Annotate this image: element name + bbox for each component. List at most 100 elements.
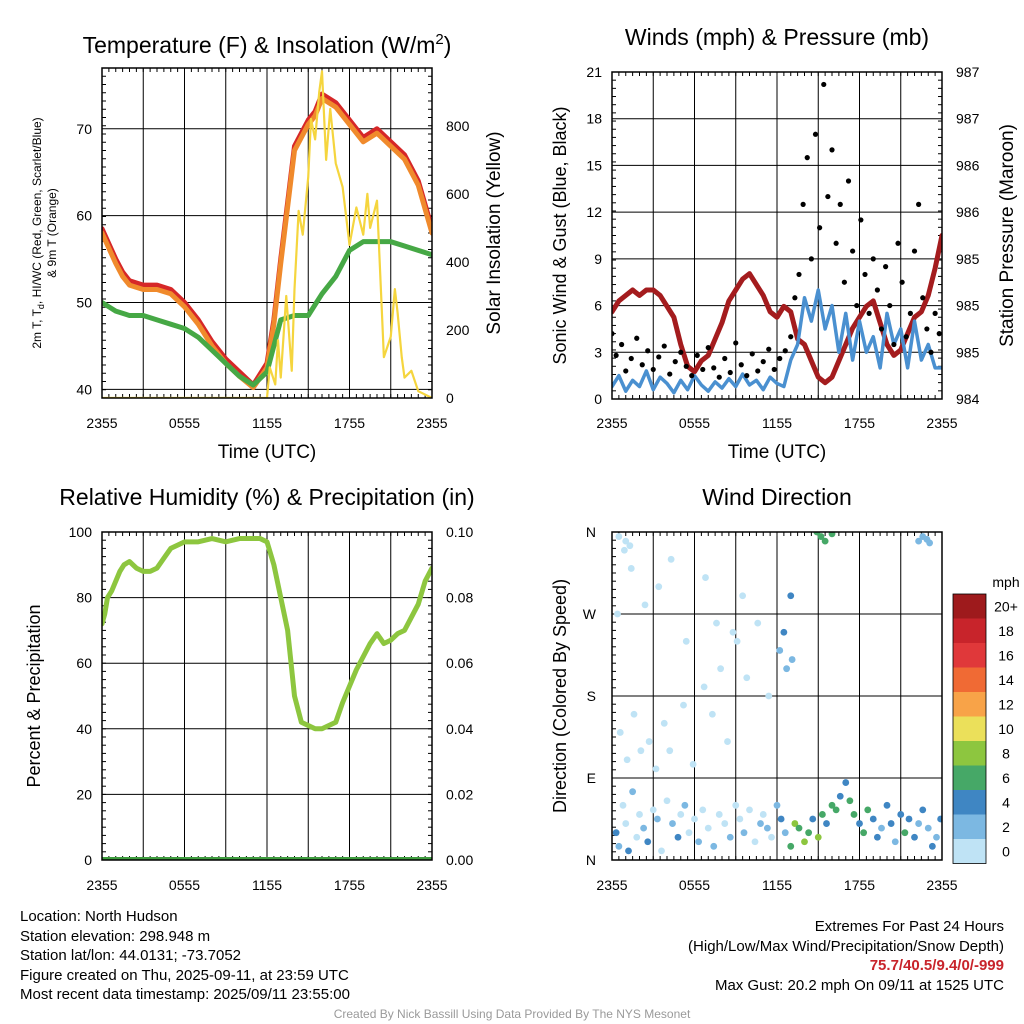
wind-direction-point xyxy=(702,574,709,581)
x-axis-label: Time (UTC) xyxy=(728,442,827,463)
wind-direction-point xyxy=(641,601,649,609)
gust-point xyxy=(920,295,926,301)
wind-direction-point xyxy=(832,806,840,814)
y-tick-label: 6 xyxy=(594,298,602,314)
wind-direction-point xyxy=(905,815,913,823)
wind-direction-point xyxy=(776,647,784,654)
gust-point xyxy=(903,334,909,340)
wind-direction-point xyxy=(691,815,698,823)
wind-direction-point xyxy=(777,815,785,823)
y-tick-label: S xyxy=(587,688,596,704)
chart-title: Winds (mph) & Pressure (mb) xyxy=(625,24,929,50)
gust-point xyxy=(850,248,856,254)
wind-direction-point xyxy=(655,583,663,591)
gust-point xyxy=(619,341,625,348)
gust-point xyxy=(812,131,819,137)
station-info: Location: North Hudson Station elevation… xyxy=(20,907,350,1005)
y-tick-label: 40 xyxy=(76,381,92,397)
y-axis-label-rest: , HI/WC (Red, Green, Scarlet/Blue) xyxy=(30,117,44,304)
y-axis-label: Sonic Wind & Gust (Blue, Black) xyxy=(550,106,570,364)
gust-point xyxy=(808,256,814,262)
wind-direction-point xyxy=(739,592,747,600)
wind-direction-point xyxy=(724,738,731,745)
wind-direction-point xyxy=(915,820,923,827)
wind-direction-point xyxy=(873,833,881,841)
wind-direction-point xyxy=(704,824,712,832)
wind-direction-point xyxy=(919,806,927,814)
gust-point xyxy=(878,326,885,332)
series-line xyxy=(102,70,432,398)
wind-direction-point xyxy=(660,719,668,727)
gust-point xyxy=(817,225,823,231)
gust-point xyxy=(804,155,810,161)
wind-direction-point xyxy=(864,806,872,814)
y-tick-label: 21 xyxy=(586,64,602,80)
wind-direction-point xyxy=(715,811,723,818)
wind-direction-point xyxy=(644,838,652,846)
wind-direction-point xyxy=(795,824,803,832)
wind-direction-point xyxy=(616,729,624,736)
extremes-panel: Extremes For Past 24 Hours (High/Low/Max… xyxy=(688,917,1004,995)
wind-direction-point xyxy=(622,820,630,827)
wind-direction-point xyxy=(629,788,637,796)
wind-direction-point xyxy=(689,760,697,768)
gust-point xyxy=(716,374,722,380)
legend-label: 2 xyxy=(1002,819,1010,835)
y-tick-label: 20 xyxy=(76,786,92,802)
y2-tick-label: 600 xyxy=(446,186,470,202)
gust-point xyxy=(749,351,755,357)
gust-point xyxy=(924,326,930,332)
legend-swatch xyxy=(953,790,986,815)
y-tick-label: 0 xyxy=(594,391,602,407)
figure-created: Figure created on Thu, 2025-09-11, at 23… xyxy=(20,966,349,984)
x-tick-label: 0555 xyxy=(169,415,200,431)
wind-direction-point xyxy=(887,820,895,827)
y2-tick-label: 984 xyxy=(956,391,980,407)
y-tick-label: 70 xyxy=(76,121,92,137)
wind-direction-point xyxy=(814,833,822,841)
wind-direction-point xyxy=(612,829,620,837)
wind-direction-point xyxy=(928,842,936,850)
wind-direction-point xyxy=(850,811,858,818)
wind-direction-point xyxy=(669,820,676,827)
chart-title: Temperature (F) & Insolation (W/m2) xyxy=(83,31,452,58)
gust-point xyxy=(628,355,634,362)
extremes-subtitle: (High/Low/Max Wind/Precipitation/Snow De… xyxy=(688,937,1004,955)
x-tick-label: 0555 xyxy=(679,877,710,893)
gust-point xyxy=(689,373,695,379)
x-tick-label: 0555 xyxy=(169,877,200,893)
chart-title: Relative Humidity (%) & Precipitation (i… xyxy=(59,484,474,510)
gust-point xyxy=(928,349,934,355)
y-axis-label: Direction (Colored By Speed) xyxy=(550,579,570,813)
gust-point xyxy=(829,147,835,153)
y2-tick-label: 987 xyxy=(956,111,980,127)
wind-direction-point xyxy=(710,842,718,850)
legend-label: 20+ xyxy=(994,598,1018,614)
y2-tick-label: 400 xyxy=(446,254,470,270)
y2-tick-label: 0.00 xyxy=(446,852,473,868)
wind-direction-point xyxy=(818,811,826,818)
legend-swatch xyxy=(953,643,986,668)
y2-tick-label: 0.04 xyxy=(446,721,473,737)
wind-direction-point xyxy=(680,701,687,709)
y2-tick-label: 987 xyxy=(956,64,980,80)
gust-point xyxy=(874,287,880,293)
x-tick-label: 1755 xyxy=(844,877,875,893)
x-axis-label: Time (UTC) xyxy=(218,442,317,463)
gust-point xyxy=(744,373,750,379)
gust-point xyxy=(634,335,640,341)
wind-direction-point xyxy=(768,833,775,841)
y-tick-label: 60 xyxy=(76,208,92,224)
wind-direction-point xyxy=(915,537,923,545)
station-latlon: Station lat/lon: 44.0131; -73.7052 xyxy=(20,947,242,964)
gust-point xyxy=(711,365,717,371)
wind-direction-point xyxy=(751,838,759,846)
gust-point xyxy=(833,240,839,246)
wind-direction-point xyxy=(619,801,627,809)
wind-direction-point xyxy=(869,815,877,823)
x-tick-label: 2355 xyxy=(596,877,627,893)
wind-direction-point xyxy=(627,565,635,572)
wind-direction-point xyxy=(821,537,829,545)
credit-line: Created By Nick Bassill Using Data Provi… xyxy=(333,1007,691,1021)
y-tick-label: 12 xyxy=(586,204,602,220)
